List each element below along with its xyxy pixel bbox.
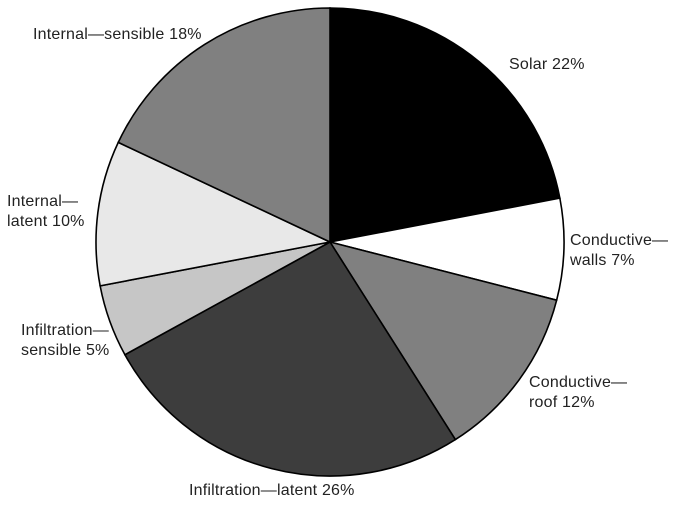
pie-slice-conductive-roof: [328, 240, 558, 441]
pie-slice-conductive-walls: [329, 197, 565, 302]
label-internal-sensible: Internal—sensible 18%: [33, 26, 202, 43]
pie-slice-solar: [329, 7, 561, 243]
label-conductive-roof: Conductive— roof 12%: [529, 374, 628, 411]
label-solar: Solar 22%: [509, 56, 585, 73]
pie-slice-internal-sensible: [117, 7, 331, 244]
label-conductive-walls: Conductive— walls 7%: [570, 232, 669, 269]
label-internal-latent: Internal— latent 10%: [7, 193, 85, 230]
pie-slice-internal-latent: [95, 141, 333, 287]
label-infiltration-latent: Infiltration—latent 26%: [189, 482, 355, 499]
pie-slice-infiltration-latent: [123, 240, 457, 477]
label-infiltration-sensible: Infiltration— sensible 5%: [21, 322, 110, 359]
